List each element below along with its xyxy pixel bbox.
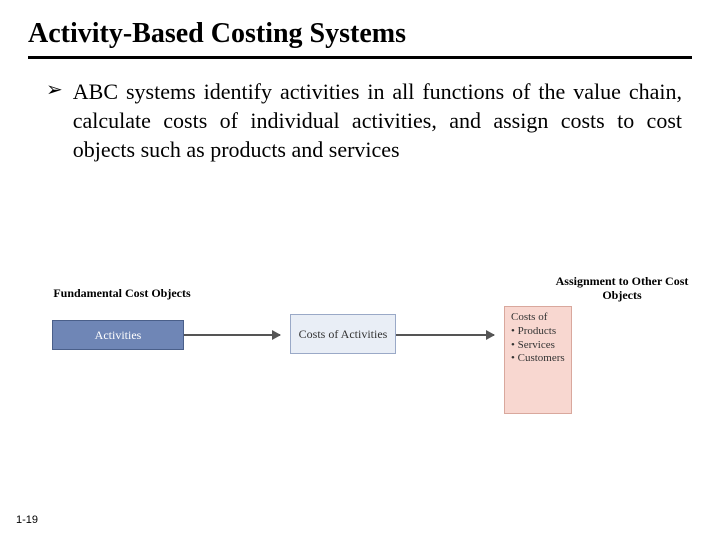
slide-title: Activity-Based Costing Systems [28,18,692,59]
page-number: 1-19 [16,514,38,526]
heading-assignment: Assignment to Other Cost Objects [552,274,692,303]
arrow-icon [184,334,280,336]
abc-flow-diagram: Fundamental Cost Objects Assignment to O… [28,272,692,442]
bullet-triangle-icon: ➢ [46,77,63,104]
arrow-icon [396,334,494,336]
box-cost-objects-list: Costs of• Products• Services• Customers [504,306,572,414]
box-costs-of-activities: Costs of Activities [290,314,396,354]
bullet-text: ABC systems identify activities in all f… [73,77,682,164]
bullet-item: ➢ ABC systems identify activities in all… [28,77,692,164]
heading-fundamental: Fundamental Cost Objects [42,286,202,300]
box-activities: Activities [52,320,184,350]
